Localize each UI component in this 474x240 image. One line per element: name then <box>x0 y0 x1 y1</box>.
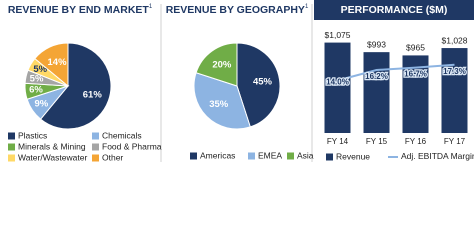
line-value-label: 16.2% <box>365 72 388 81</box>
legend-label: Americas <box>200 150 235 160</box>
legend-label: Revenue <box>336 151 370 161</box>
slice-label: 45% <box>253 76 273 87</box>
slice-label: 5% <box>33 64 47 75</box>
slice-label: 5% <box>30 73 44 84</box>
legend-swatch <box>92 143 99 151</box>
legend-text: Adj. EBITDA Margin <box>401 151 474 161</box>
legend-label: EMEA <box>258 150 282 160</box>
title-text: REVENUE BY GEOGRAPHY <box>166 4 305 16</box>
title-superscript: 1 <box>305 4 309 10</box>
legend-swatch <box>287 152 294 160</box>
legend-swatch <box>8 132 15 140</box>
legend-label: Asia <box>297 150 314 160</box>
line-value-label: 14.0% <box>326 78 349 87</box>
title-text: PERFORMANCE ($M) <box>341 4 448 16</box>
legend-swatch <box>8 154 15 162</box>
header-band <box>314 0 474 20</box>
slice-label: 20% <box>212 60 232 71</box>
pie-slice <box>195 42 238 87</box>
dashboard: REVENUE BY END MARKET161%Plastics9%Chemi… <box>8 0 474 162</box>
legend-label: Plastics <box>18 130 47 140</box>
slice-label: 6% <box>29 85 43 96</box>
x-tick-label: FY 15 <box>366 137 388 146</box>
line-value-label: 17.3% <box>443 67 466 76</box>
bar-value-label: $1,075 <box>325 30 351 40</box>
bar <box>324 42 351 134</box>
title-text: REVENUE BY END MARKET <box>8 4 150 16</box>
pie-slice <box>39 42 112 130</box>
x-tick-label: FY 14 <box>327 137 349 146</box>
bar <box>363 52 390 133</box>
legend-label: Other <box>102 152 123 162</box>
legend-label: Adj. EBITDA Margin2 <box>401 151 474 161</box>
legend-swatch <box>248 152 255 160</box>
legend-label: Water/Wastewater <box>18 152 87 162</box>
pie-slice <box>193 72 251 130</box>
line-series <box>337 63 455 82</box>
bar <box>441 48 468 133</box>
slice-label: 14% <box>48 57 68 68</box>
slice-label: 61% <box>83 89 103 100</box>
bar-value-label: $965 <box>406 43 425 53</box>
bar-value-label: $1,028 <box>442 35 468 45</box>
chart-title: REVENUE BY END MARKET1 <box>8 4 153 16</box>
chart-title: REVENUE BY GEOGRAPHY1 <box>166 4 309 16</box>
legend-label: Chemicals <box>102 130 142 140</box>
legend-swatch <box>190 152 197 160</box>
slice-label: 9% <box>34 99 48 110</box>
legend-swatch <box>8 143 15 151</box>
pie-slice <box>236 42 281 128</box>
bar-value-label: $993 <box>367 39 386 49</box>
chart-title: PERFORMANCE ($M) <box>341 4 448 16</box>
slice-label: 35% <box>209 99 229 110</box>
pie-slice <box>34 42 69 88</box>
legend-swatch <box>326 153 333 161</box>
legend-swatch <box>92 154 99 162</box>
legend-swatch <box>92 132 99 140</box>
x-tick-label: FY 16 <box>405 137 427 146</box>
legend-label: Minerals & Mining <box>18 141 86 151</box>
legend-label: Food & Pharma <box>102 141 162 151</box>
x-tick-label: FY 17 <box>444 137 466 146</box>
line-value-label: 16.7% <box>404 70 427 79</box>
title-superscript: 1 <box>149 4 153 10</box>
